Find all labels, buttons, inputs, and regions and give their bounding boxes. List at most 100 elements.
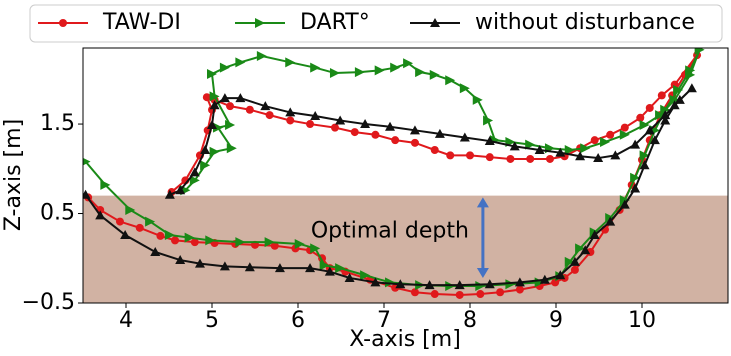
marker bbox=[649, 135, 660, 145]
marker bbox=[125, 204, 136, 215]
legend-label: without disturbance bbox=[475, 10, 695, 35]
marker bbox=[395, 279, 406, 289]
marker bbox=[534, 145, 545, 154]
marker bbox=[135, 223, 144, 232]
marker bbox=[526, 154, 535, 163]
marker bbox=[476, 290, 485, 299]
marker bbox=[200, 145, 211, 154]
marker bbox=[156, 231, 165, 240]
marker bbox=[605, 216, 616, 226]
marker bbox=[430, 18, 440, 27]
marker bbox=[213, 122, 224, 133]
marker bbox=[630, 139, 641, 149]
marker bbox=[264, 237, 275, 248]
marker bbox=[509, 141, 520, 151]
marker bbox=[171, 236, 180, 245]
marker bbox=[434, 128, 445, 138]
y-tick-label: 0.5 bbox=[40, 201, 75, 226]
marker bbox=[235, 57, 246, 68]
marker bbox=[660, 115, 671, 125]
marker bbox=[344, 272, 355, 282]
marker bbox=[285, 107, 296, 117]
marker bbox=[329, 68, 340, 79]
marker bbox=[189, 167, 200, 177]
marker bbox=[391, 136, 400, 145]
marker bbox=[655, 110, 666, 121]
marker bbox=[670, 80, 679, 89]
marker bbox=[424, 280, 435, 290]
marker bbox=[455, 290, 464, 299]
x-tick-label: 5 bbox=[205, 308, 219, 333]
marker bbox=[360, 270, 371, 281]
marker bbox=[260, 101, 271, 111]
marker bbox=[429, 69, 440, 80]
marker bbox=[319, 260, 330, 271]
marker bbox=[209, 146, 220, 157]
series-line bbox=[84, 49, 701, 287]
x-tick-label: 6 bbox=[291, 308, 305, 333]
marker bbox=[330, 123, 339, 132]
marker bbox=[580, 245, 591, 255]
marker bbox=[674, 94, 685, 104]
marker bbox=[274, 263, 285, 273]
marker bbox=[175, 255, 186, 265]
marker bbox=[354, 67, 365, 78]
marker bbox=[686, 83, 697, 93]
arrow-head bbox=[476, 267, 489, 278]
marker bbox=[673, 85, 684, 96]
marker bbox=[226, 102, 235, 111]
marker bbox=[175, 185, 186, 195]
marker bbox=[226, 143, 237, 154]
marker bbox=[589, 230, 600, 239]
marker bbox=[335, 115, 346, 125]
marker bbox=[636, 113, 645, 122]
marker bbox=[219, 261, 230, 271]
y-tick-label: −0.5 bbox=[22, 290, 75, 315]
marker bbox=[525, 139, 536, 150]
marker bbox=[580, 143, 591, 154]
optimal-depth-region bbox=[83, 195, 728, 303]
legend-label: DART° bbox=[300, 10, 370, 35]
marker bbox=[403, 58, 414, 69]
marker bbox=[200, 160, 211, 171]
marker bbox=[619, 199, 630, 209]
marker bbox=[575, 243, 586, 254]
marker bbox=[385, 277, 396, 288]
x-tick-label: 4 bbox=[119, 308, 133, 333]
marker bbox=[235, 93, 246, 103]
marker bbox=[514, 277, 525, 287]
marker bbox=[310, 111, 321, 120]
y-axis-label: Z-axis [m] bbox=[1, 119, 26, 231]
marker bbox=[255, 18, 265, 28]
marker bbox=[306, 120, 315, 129]
marker bbox=[164, 189, 175, 199]
marker bbox=[207, 119, 217, 129]
marker bbox=[145, 216, 156, 227]
marker bbox=[225, 119, 236, 130]
marker bbox=[256, 51, 267, 62]
marker bbox=[350, 128, 359, 137]
marker bbox=[209, 91, 220, 102]
marker bbox=[446, 151, 455, 160]
legend-box bbox=[29, 4, 723, 43]
marker bbox=[385, 121, 396, 131]
marker bbox=[660, 110, 671, 120]
marker bbox=[286, 116, 295, 125]
marker bbox=[270, 241, 279, 250]
marker bbox=[219, 62, 230, 73]
marker bbox=[483, 115, 494, 126]
marker bbox=[639, 150, 650, 161]
marker bbox=[564, 145, 575, 155]
arrow-head bbox=[476, 197, 489, 208]
x-tick-label: 7 bbox=[377, 308, 391, 333]
marker bbox=[265, 111, 274, 120]
marker bbox=[59, 19, 67, 27]
marker bbox=[459, 132, 470, 142]
marker bbox=[115, 217, 124, 226]
marker bbox=[505, 279, 516, 290]
marker bbox=[630, 183, 641, 193]
marker bbox=[620, 123, 629, 132]
marker bbox=[569, 256, 580, 266]
marker bbox=[669, 94, 680, 105]
marker bbox=[245, 105, 254, 114]
